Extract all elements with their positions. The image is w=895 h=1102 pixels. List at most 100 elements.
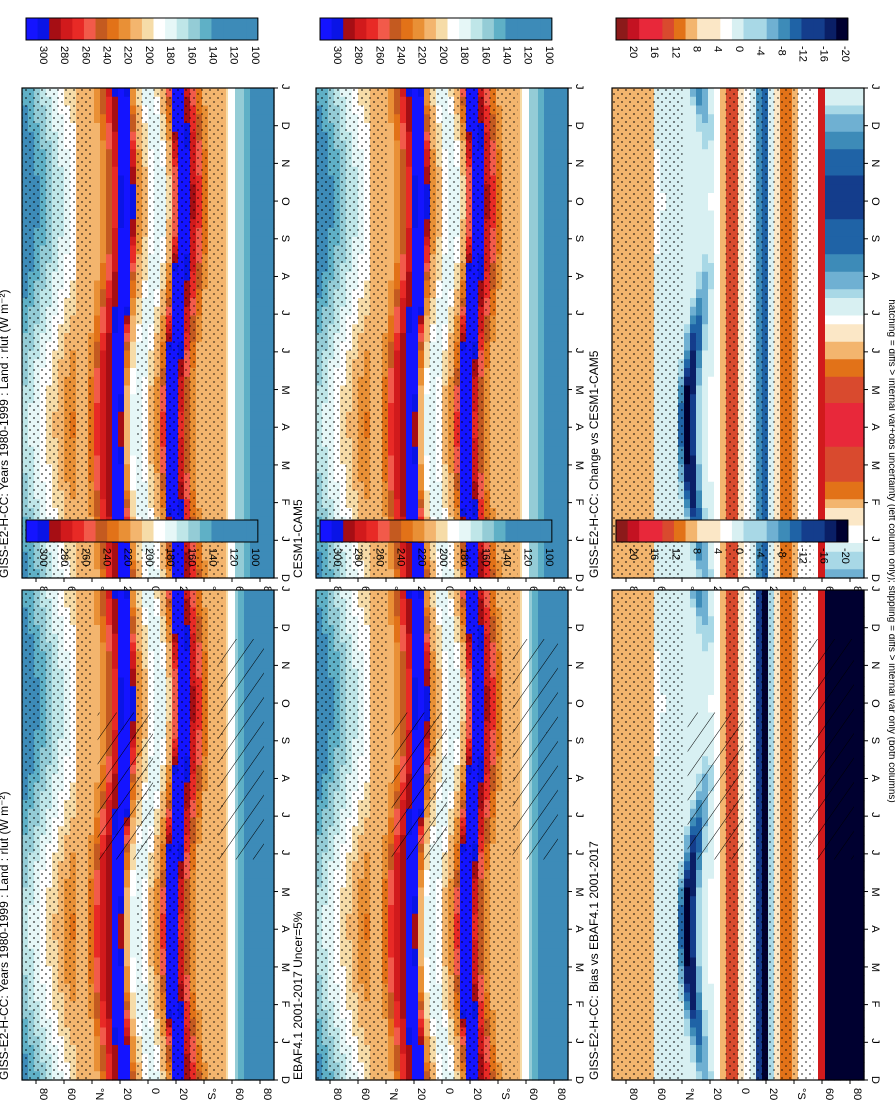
- heatmap-cell: [400, 385, 407, 395]
- heatmap-cell: [262, 534, 269, 544]
- heatmap-cell: [262, 350, 269, 360]
- heatmap-cell: [256, 543, 263, 553]
- heatmap-cell: [424, 96, 431, 107]
- heatmap-cell: [538, 438, 545, 448]
- heatmap-cell: [124, 455, 131, 465]
- heatmap-cell: [262, 123, 269, 133]
- heatmap-cell: [238, 210, 245, 220]
- heatmap-cell: [238, 508, 245, 518]
- heatmap-cell: [412, 385, 419, 395]
- heatmap-cell: [124, 429, 131, 439]
- heatmap-cell: [130, 280, 137, 290]
- heatmap-cell: [256, 289, 263, 299]
- heatmap-cell: [268, 551, 275, 562]
- heatmap-cell: [418, 359, 425, 369]
- heatmap-cell: [268, 368, 275, 378]
- heatmap-cell: [130, 254, 137, 264]
- month-tick-label: J: [573, 84, 585, 90]
- heatmap-cell: [238, 438, 245, 448]
- heatmap-cell: [118, 166, 125, 177]
- heatmap-cell: [130, 271, 137, 282]
- heatmap-cell: [544, 184, 551, 194]
- heatmap-cell: [412, 271, 419, 282]
- heatmap-cell: [268, 175, 275, 185]
- heatmap-cell: [232, 254, 239, 264]
- heatmap-cell: [394, 499, 401, 509]
- heatmap-cell: [424, 105, 431, 115]
- heatmap-cell: [106, 324, 113, 334]
- heatmap-cell: [394, 446, 401, 457]
- heatmap-cell: [400, 411, 407, 422]
- heatmap-cell: [544, 149, 551, 159]
- heatmap-cell: [388, 341, 395, 352]
- heatmap-cell: [400, 438, 407, 448]
- heatmap-cell: [550, 201, 557, 212]
- heatmap-cell: [556, 219, 563, 229]
- heatmap-cell: [544, 306, 551, 317]
- heatmap-cell: [130, 490, 137, 500]
- heatmap-cell: [406, 201, 413, 212]
- heatmap-cell: [556, 560, 563, 570]
- colorbar-tick-label: 180: [458, 46, 470, 64]
- heatmap-cell: [244, 359, 251, 369]
- heatmap-cell: [124, 245, 131, 255]
- colorbar-swatch: [60, 18, 73, 40]
- heatmap-cell: [94, 551, 101, 562]
- heatmap-cell: [412, 254, 419, 264]
- heatmap-cell: [124, 551, 131, 562]
- heatmap-cell: [262, 201, 269, 212]
- heatmap-cell: [124, 403, 131, 413]
- heatmap-cell: [250, 306, 257, 317]
- heatmap-cell: [118, 140, 125, 150]
- heatmap-cell: [94, 140, 101, 150]
- heatmap-cell: [244, 569, 251, 579]
- heatmap-cell: [262, 315, 269, 325]
- colorbar-tick-label: 260: [373, 46, 385, 64]
- heatmap-cell: [118, 219, 125, 229]
- heatmap-cell: [532, 263, 539, 273]
- colorbar-tick-label: 100: [543, 46, 555, 64]
- heatmap-cell: [112, 289, 119, 299]
- heatmap-cell: [424, 560, 431, 570]
- heatmap-cell: [418, 403, 425, 413]
- heatmap-cell: [550, 403, 557, 413]
- heatmap-cell: [232, 446, 239, 457]
- heatmap-cell: [550, 464, 557, 474]
- heatmap-cell: [106, 166, 113, 177]
- heatmap-cell: [424, 166, 431, 177]
- heatmap-cell: [268, 333, 275, 343]
- heatmap-cell: [106, 306, 113, 317]
- heatmap-cell: [268, 158, 275, 168]
- heatmap-cell: [94, 228, 101, 238]
- heatmap-cell: [244, 280, 251, 290]
- heatmap-cell: [238, 166, 245, 177]
- heatmap-cell: [544, 175, 551, 185]
- heatmap-cell: [244, 123, 251, 133]
- heatmap-cell: [256, 333, 263, 343]
- heatmap-cell: [106, 298, 113, 308]
- heatmap-cell: [250, 219, 257, 229]
- heatmap-cell: [94, 394, 101, 404]
- heatmap-cell: [232, 350, 239, 360]
- heatmap-cell: [400, 149, 407, 159]
- heatmap-cell: [112, 481, 119, 492]
- heatmap-cell: [394, 306, 401, 317]
- heatmap-cell: [406, 228, 413, 238]
- month-tick-label: J: [573, 310, 585, 316]
- heatmap-cell: [406, 123, 413, 133]
- heatmap-cell: [262, 271, 269, 282]
- heatmap-cell: [238, 411, 245, 422]
- heatmap-cell: [550, 158, 557, 168]
- heatmap-cell: [232, 123, 239, 133]
- heatmap-cell: [256, 140, 263, 150]
- colorbar-swatch: [517, 18, 530, 40]
- heatmap-cell: [238, 114, 245, 124]
- heatmap-cell: [106, 490, 113, 500]
- heatmap-cell: [418, 306, 425, 317]
- heatmap-cell: [100, 289, 107, 299]
- heatmap-cell: [532, 569, 539, 579]
- heatmap-cell: [232, 166, 239, 177]
- heatmap-cell: [256, 551, 263, 562]
- heatmap-cell: [538, 289, 545, 299]
